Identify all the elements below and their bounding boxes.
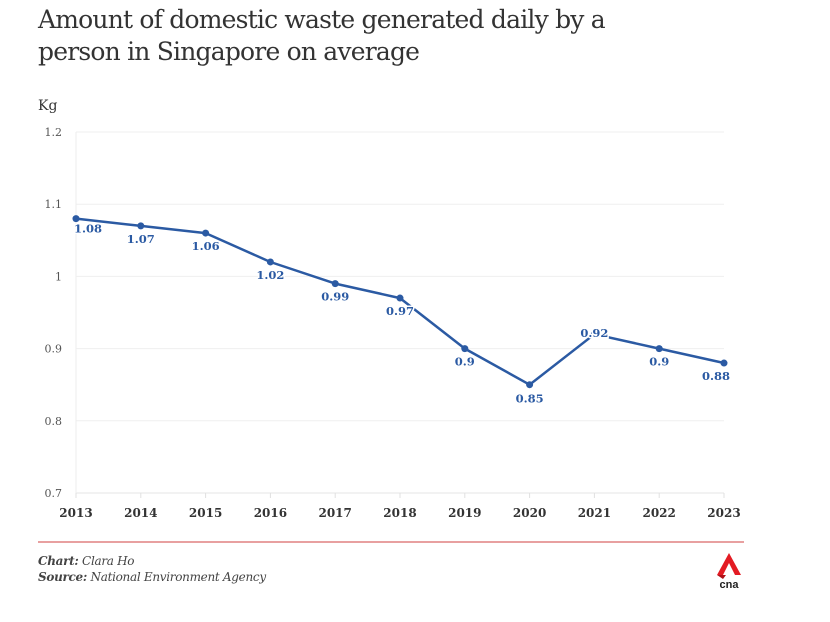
x-tick-label: 2014 — [124, 506, 157, 520]
data-point — [526, 381, 534, 389]
data-label: 0.9 — [455, 355, 475, 369]
chart-credit-value: Clara Ho — [78, 554, 135, 568]
y-tick-label: 1 — [55, 270, 62, 283]
data-point — [461, 345, 469, 353]
chart-credit: Chart: Clara Ho — [38, 554, 135, 568]
footer-divider — [38, 541, 744, 543]
cna-logo-icon: cna — [717, 553, 741, 591]
series-line-path — [75, 217, 725, 386]
x-tick-label: 2023 — [707, 506, 740, 520]
x-tick-label: 2018 — [383, 506, 416, 520]
y-tick-label: 1.1 — [45, 198, 63, 211]
data-label: 1.08 — [74, 222, 102, 236]
chart-title: Amount of domestic waste generated daily… — [38, 4, 738, 68]
data-label: 0.88 — [702, 369, 730, 383]
data-label: 0.9 — [649, 355, 669, 369]
data-label: 1.02 — [256, 268, 284, 282]
data-point — [202, 229, 210, 237]
line-chart: 0.70.80.911.11.2 2013 2014 2015 2016 2017 201… — [45, 126, 741, 520]
x-tick-label: 2015 — [189, 506, 222, 520]
chart-credit-label: Chart: — [38, 554, 79, 568]
cna-logo-text: cna — [720, 579, 740, 591]
source-credit-value: National Environment Agency — [87, 570, 267, 584]
data-labels: 1.08 1.07 1.06 1.02 0.99 0.97 0.9 0.85 0.92 0.9 0.… — [72, 220, 731, 407]
data-label: 0.92 — [580, 326, 608, 340]
x-tick-label: 2016 — [254, 506, 287, 520]
data-point — [396, 294, 404, 302]
chart-title-line-1: Amount of domestic waste generated daily… — [38, 5, 606, 34]
data-point — [590, 330, 598, 338]
y-axis-unit-label: Kg — [38, 98, 58, 114]
data-label: 1.07 — [127, 232, 155, 246]
data-point — [266, 258, 274, 266]
y-tick-label: 0.8 — [45, 415, 63, 428]
y-tick-label: 0.9 — [45, 343, 63, 356]
data-point — [720, 359, 728, 367]
data-label: 0.97 — [386, 304, 414, 318]
data-point — [655, 345, 663, 353]
x-tick-label: 2022 — [642, 506, 675, 520]
x-tick-label: 2017 — [318, 506, 351, 520]
source-credit: Source: National Environment Agency — [38, 570, 266, 584]
series-line — [75, 217, 725, 386]
chart-title-line-2: person in Singapore on average — [38, 37, 420, 66]
x-tick-label: 2020 — [513, 506, 546, 520]
data-label: 0.99 — [321, 290, 349, 304]
x-tick-label: 2013 — [59, 506, 92, 520]
x-tick-label: 2019 — [448, 506, 481, 520]
data-label: 1.06 — [192, 239, 220, 253]
x-tick-labels: 2013 2014 2015 2016 2017 2018 2019 2020 2021 2022… — [59, 506, 740, 520]
y-tick-label: 1.2 — [45, 126, 63, 139]
y-tick-labels: 0.7 0.8 0.9 1 1.1 1.2 — [45, 126, 63, 500]
data-point — [331, 280, 339, 288]
source-credit-label: Source: — [38, 570, 87, 584]
y-tick-label: 0.7 — [45, 487, 63, 500]
data-label: 0.85 — [516, 392, 544, 406]
data-point — [137, 222, 145, 230]
data-point — [72, 215, 80, 223]
gridlines — [75, 131, 725, 498]
data-points — [72, 215, 728, 389]
x-tick-label: 2021 — [578, 506, 611, 520]
